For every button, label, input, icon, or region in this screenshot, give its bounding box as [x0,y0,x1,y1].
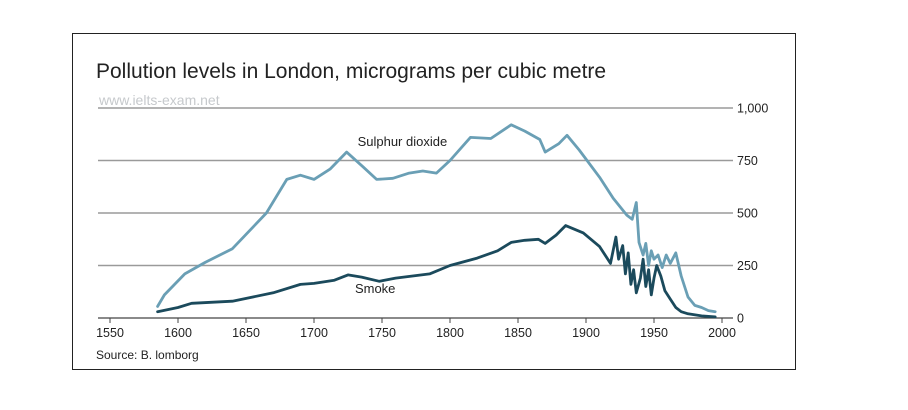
series-label: Sulphur dioxide [358,134,448,149]
x-tick-label: 1650 [232,326,260,340]
y-tick-label: 500 [737,207,758,221]
series-line-smoke [156,224,717,319]
x-tick-label: 1700 [300,326,328,340]
x-tick-label: 1800 [436,326,464,340]
x-tick-label: 1550 [96,326,124,340]
watermark: www.ielts-exam.net [99,92,220,108]
chart-title: Pollution levels in London, micrograms p… [96,60,607,83]
x-tick-label: 1900 [572,326,600,340]
series-label: Smoke [355,281,395,296]
x-tick-label: 1750 [368,326,396,340]
series-line-sulphur-dioxide [156,123,717,314]
y-tick-label: 0 [737,312,744,326]
x-tick-label: 1950 [640,326,668,340]
chart-frame [72,33,796,370]
chart-source: Source: B. lomborg [96,348,199,362]
y-tick-label: 1,000 [737,102,768,116]
x-tick-label: 1850 [504,326,532,340]
x-tick-label: 1600 [164,326,192,340]
y-tick-label: 250 [737,259,758,273]
x-tick-label: 2000 [708,326,736,340]
y-tick-label: 750 [737,154,758,168]
